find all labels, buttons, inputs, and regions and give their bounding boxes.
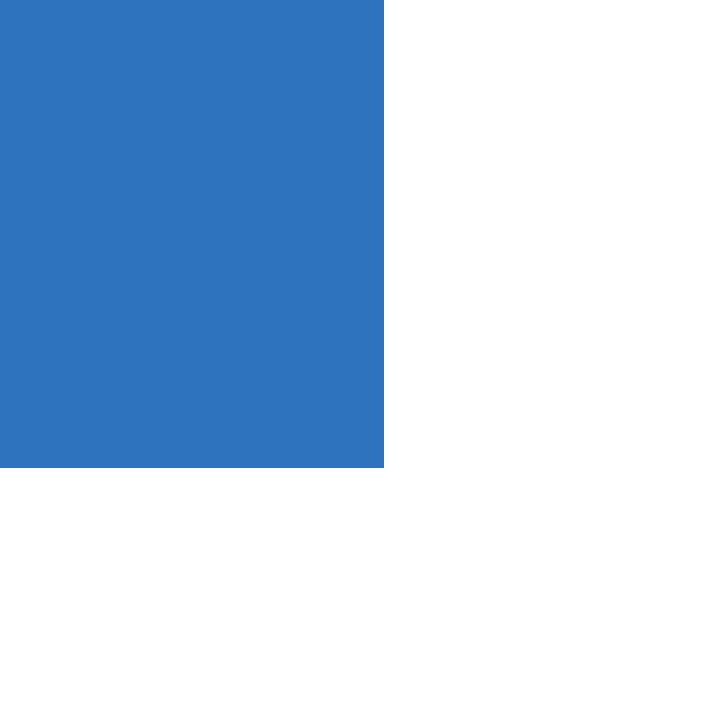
blue-rectangle	[0, 0, 384, 468]
